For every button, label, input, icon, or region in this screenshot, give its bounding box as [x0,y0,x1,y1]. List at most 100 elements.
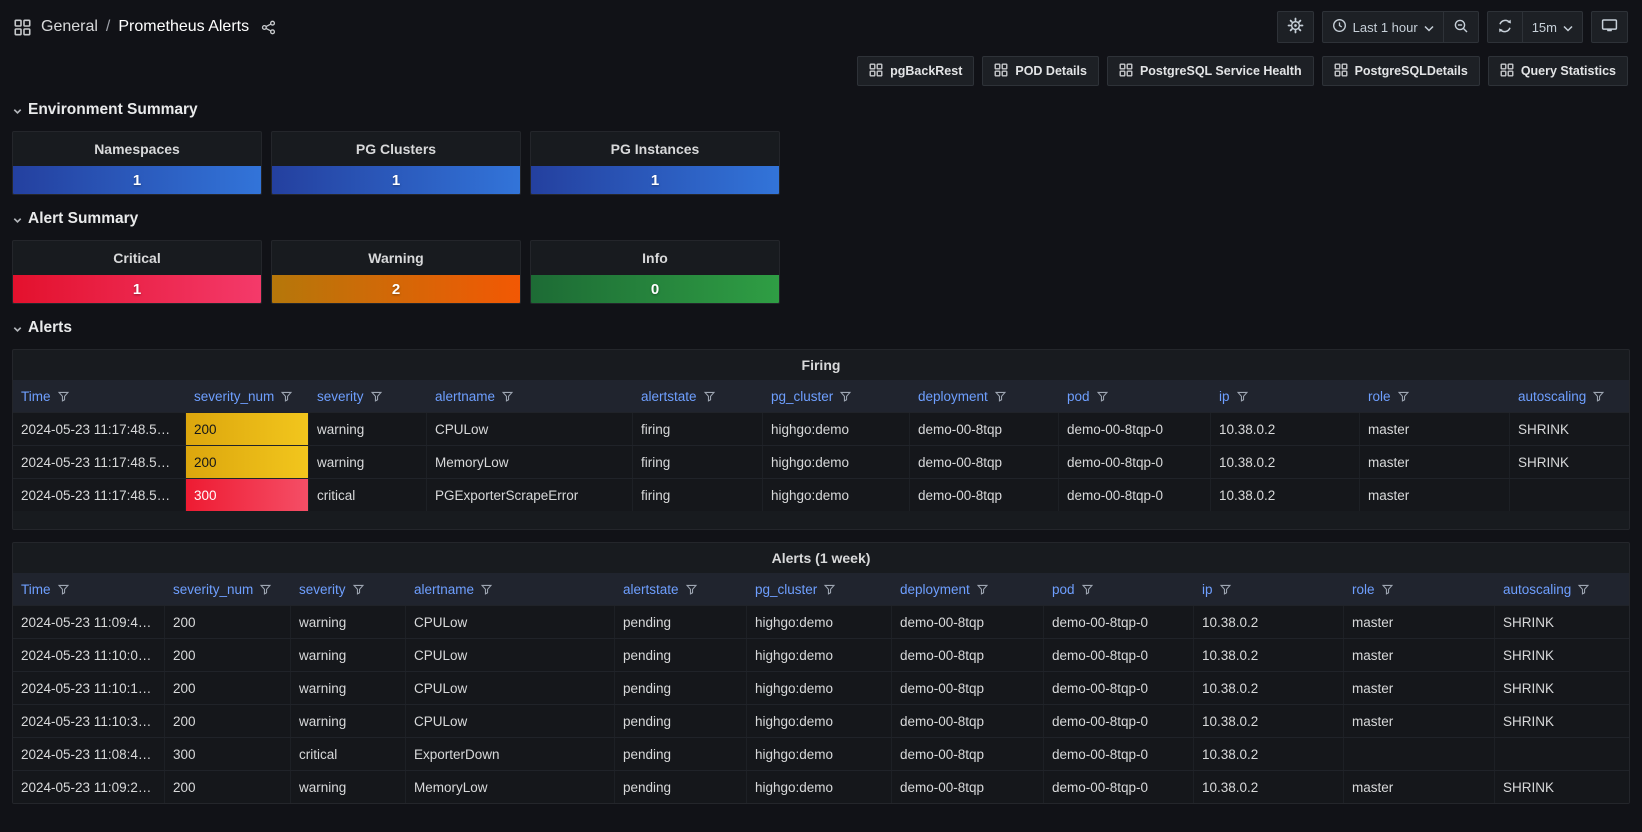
column-header-severity_num[interactable]: severity_num [165,582,291,597]
column-header-alertname[interactable]: alertname [406,582,615,597]
column-header-label: alertstate [641,388,697,404]
stat-panel-title[interactable]: PG Clusters [355,141,437,157]
cell-deployment: demo-00-8tqp [892,606,1044,638]
dashboards-grid-icon [14,18,31,36]
filter-icon[interactable] [685,583,698,596]
cell-time: 2024-05-23 11:17:48.5… [13,413,186,445]
cell-pod: demo-00-8tqp-0 [1044,672,1194,704]
column-header-label: alertname [435,388,496,404]
column-header-label: severity_num [194,388,275,404]
column-header-severity[interactable]: severity [309,389,427,404]
filter-icon[interactable] [1381,583,1394,596]
zoom-out-button[interactable] [1444,12,1478,42]
cell-pod: demo-00-8tqp-0 [1044,606,1194,638]
filter-icon[interactable] [839,390,852,403]
stat-panel-title[interactable]: Critical [113,250,161,266]
dashboard-link-postgresqldetails[interactable]: PostgreSQLDetails [1321,56,1480,86]
column-header-autoscaling[interactable]: autoscaling [1510,389,1629,404]
apps-grid-icon [869,63,883,80]
filter-icon[interactable] [1081,583,1094,596]
stat-panel-title[interactable]: Info [642,250,668,266]
filter-icon[interactable] [1577,583,1590,596]
column-header-ip[interactable]: ip [1211,389,1360,404]
breadcrumb-folder[interactable]: General [41,18,98,35]
column-header-role[interactable]: role [1360,389,1510,404]
column-header-deployment[interactable]: deployment [892,582,1044,597]
filter-icon[interactable] [480,583,493,596]
time-range-picker[interactable]: Last 1 hour [1323,12,1443,42]
dashboard-link-label: Query Statistics [1520,64,1616,78]
filter-icon[interactable] [370,390,383,403]
column-header-pg_cluster[interactable]: pg_cluster [763,389,910,404]
cell-severity_num: 300 [186,479,309,511]
column-header-label: pg_cluster [771,388,834,404]
stat-value: 1 [531,166,779,194]
stat-panel-critical: Critical 1 [12,240,262,304]
column-header-ip[interactable]: ip [1194,582,1344,597]
clock-icon [1332,18,1347,36]
filter-icon[interactable] [259,583,272,596]
filter-icon[interactable] [352,583,365,596]
filter-icon[interactable] [1236,390,1249,403]
cell-alertname: CPULow [406,639,615,671]
refresh-interval-picker[interactable]: 15m [1523,12,1582,42]
table-panel-title[interactable]: Alerts (1 week) [771,550,871,566]
filter-icon[interactable] [57,583,70,596]
stat-panel-title[interactable]: Warning [368,250,424,266]
section-header-alerts[interactable]: Alerts [12,319,1630,337]
filter-icon[interactable] [1397,390,1410,403]
column-header-alertname[interactable]: alertname [427,389,633,404]
dashboard-link-query-statistics[interactable]: Query Statistics [1487,56,1628,86]
cell-severity_num: 200 [165,606,291,638]
cell-alertstate: pending [615,672,747,704]
filter-icon[interactable] [976,583,989,596]
tv-mode-button[interactable] [1591,11,1628,43]
column-header-severity[interactable]: severity [291,582,406,597]
dashboard-link-pod-details[interactable]: POD Details [982,56,1099,86]
cell-pg_cluster: highgo:demo [763,479,910,511]
breadcrumb-separator: / [105,18,111,35]
filter-icon[interactable] [823,583,836,596]
stat-panel-title[interactable]: PG Instances [610,141,700,157]
column-header-deployment[interactable]: deployment [910,389,1059,404]
column-header-role[interactable]: role [1344,582,1495,597]
column-header-label: pod [1052,581,1075,597]
share-icon[interactable] [261,20,276,35]
column-header-severity_num[interactable]: severity_num [186,389,309,404]
dashboard-settings-button[interactable] [1276,11,1314,43]
column-header-pod[interactable]: pod [1059,389,1211,404]
cell-role: master [1360,446,1510,478]
filter-icon[interactable] [994,390,1007,403]
column-header-pod[interactable]: pod [1044,582,1194,597]
cell-severity_num: 200 [165,771,291,803]
filter-icon[interactable] [703,390,716,403]
column-header-autoscaling[interactable]: autoscaling [1495,582,1629,597]
column-header-alertstate[interactable]: alertstate [633,389,763,404]
refresh-button[interactable] [1488,12,1522,42]
column-header-alertstate[interactable]: alertstate [615,582,747,597]
section-header-environment-summary[interactable]: Environment Summary [12,101,1630,119]
dashboard-link-label: PostgreSQL Service Health [1139,64,1302,78]
filter-icon[interactable] [1096,390,1109,403]
section-header-alert-summary[interactable]: Alert Summary [12,210,1630,228]
filter-icon[interactable] [1592,390,1605,403]
cell-role [1344,738,1495,770]
column-header-time[interactable]: Time [13,389,186,404]
filter-icon[interactable] [280,390,293,403]
cell-alertstate: pending [615,606,747,638]
cell-pg_cluster: highgo:demo [747,738,892,770]
column-header-pg_cluster[interactable]: pg_cluster [747,582,892,597]
table-panel-title[interactable]: Firing [801,357,841,373]
cell-severity: warning [291,771,406,803]
dashboard-link-postgresql-service-health[interactable]: PostgreSQL Service Health [1106,56,1314,86]
filter-icon[interactable] [501,390,514,403]
column-header-time[interactable]: Time [13,582,165,597]
filter-icon[interactable] [57,390,70,403]
stat-panel-title[interactable]: Namespaces [94,141,180,157]
cell-deployment: demo-00-8tqp [910,413,1059,445]
filter-icon[interactable] [1219,583,1232,596]
dashboard-link-pgbackrest[interactable]: pgBackRest [857,56,975,86]
stat-panel-pg-clusters: PG Clusters 1 [271,131,521,195]
cell-autoscaling [1510,479,1629,511]
dashboard-link-label: pgBackRest [890,64,963,78]
